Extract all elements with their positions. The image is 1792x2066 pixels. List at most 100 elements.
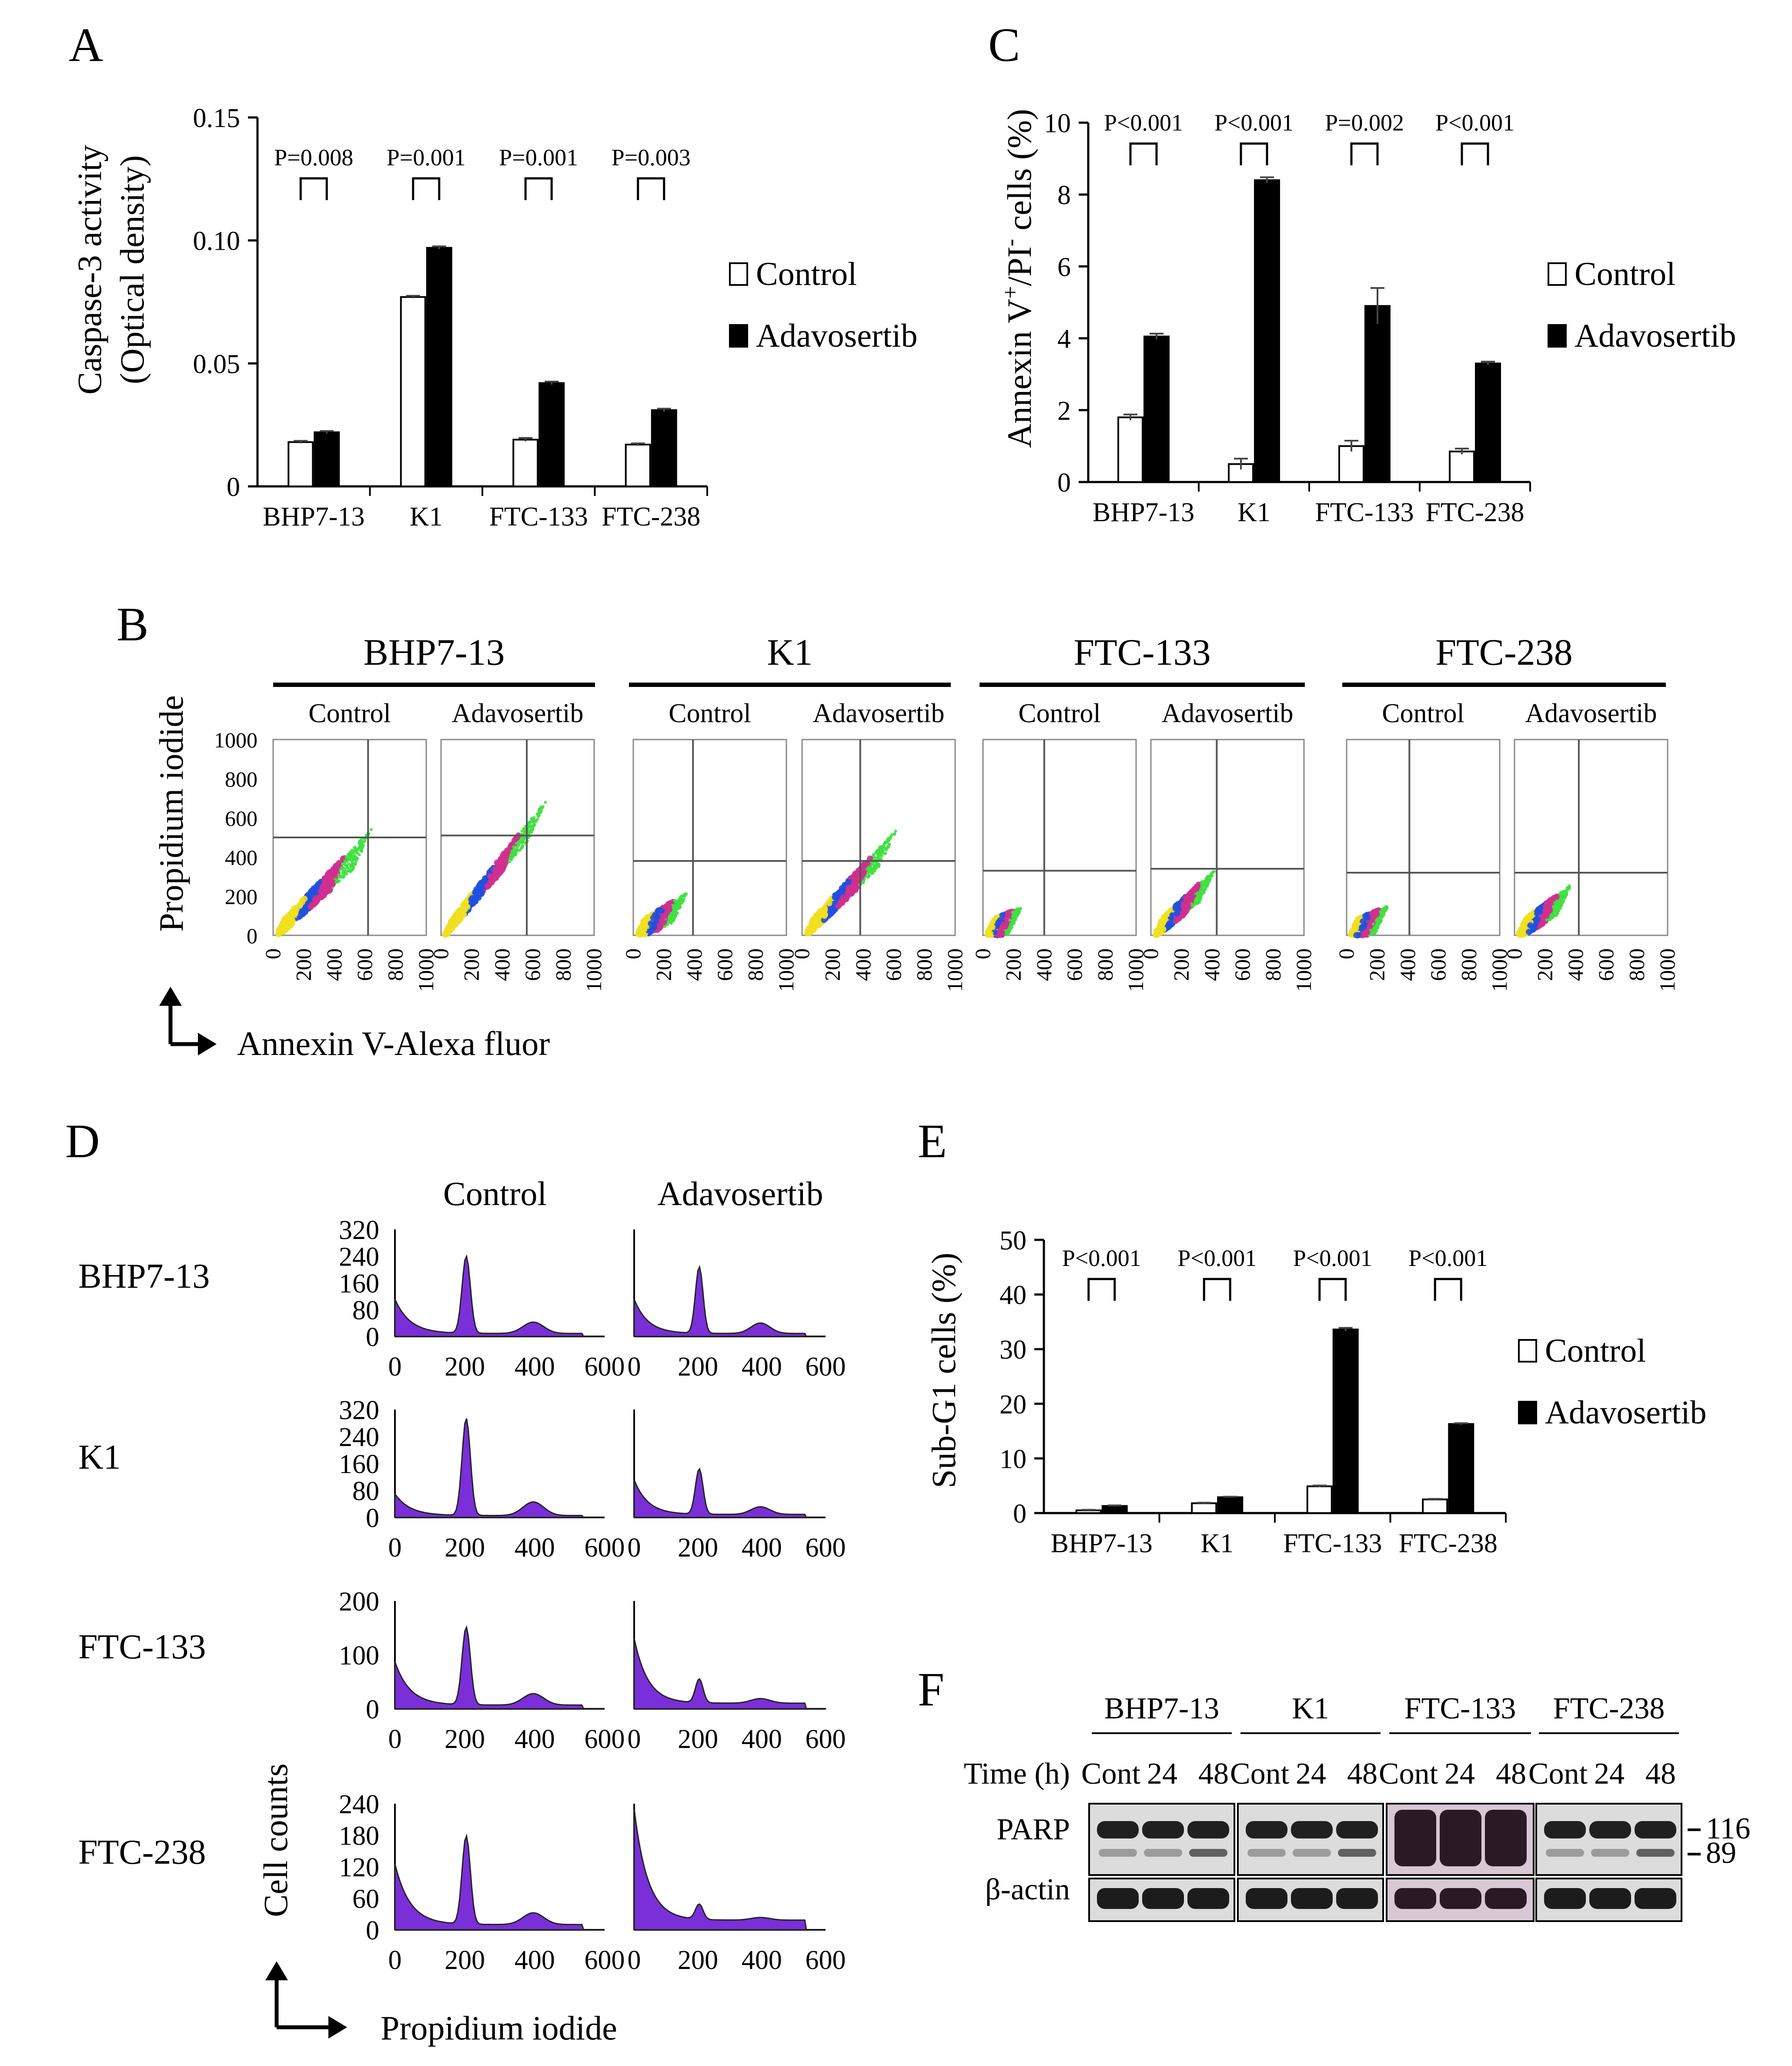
western-lane-label: 24 xyxy=(1444,1757,1475,1791)
chart-b-event-dot xyxy=(286,921,293,928)
chart-d-cell-line-label: K1 xyxy=(78,1438,121,1477)
chart-b-event-dot xyxy=(886,838,889,841)
chart-b-event-dot xyxy=(861,881,864,884)
chart-b-event-dot xyxy=(639,927,645,933)
chart-b-event-dot xyxy=(314,896,321,903)
panel-letter-b: B xyxy=(117,598,148,651)
chart-chartE-legend-swatch-control xyxy=(1518,1339,1537,1363)
chart-b-event-dot xyxy=(1559,894,1563,897)
chart-b-event-dot xyxy=(1362,913,1368,919)
chart-b-event-dot xyxy=(674,914,677,917)
chart-b-event-dot xyxy=(876,849,879,852)
chart-chartC-ytick-label: 2 xyxy=(1057,396,1071,426)
chart-b-event-dot xyxy=(876,856,880,860)
chart-b-event-dot xyxy=(1207,878,1210,882)
chart-b-plot-frame xyxy=(982,739,1137,936)
chart-b-event-dot xyxy=(538,809,542,813)
chart-chartC-bar-control xyxy=(1449,450,1475,483)
chart-b-event-dot xyxy=(532,820,535,824)
chart-c-ylabel: Annexin V+/PI- cells (%) xyxy=(998,109,1038,448)
chart-b-event-dot xyxy=(663,925,666,928)
chart-b-event-dot xyxy=(1013,915,1017,919)
chart-d-xtick-label: 400 xyxy=(515,1352,555,1382)
chart-d-xtick-label: 0 xyxy=(388,1533,402,1563)
chart-chartE-bar-control xyxy=(1422,1498,1448,1514)
western-actin-band xyxy=(1485,1888,1527,1909)
chart-chartC-pvalue: P<0.001 xyxy=(1435,110,1515,136)
chart-chartA-xtick-label: FTC-133 xyxy=(489,502,588,532)
chart-chartC-bar-adavosertib xyxy=(1475,362,1501,483)
chart-b-event-dot xyxy=(840,894,846,901)
chart-b-event-dot xyxy=(362,840,365,844)
chart-b-plot-frame xyxy=(1346,739,1501,936)
chart-chartC-bar-adavosertib xyxy=(1364,305,1391,483)
chart-d-histogram xyxy=(633,1265,826,1337)
chart-d-histogram xyxy=(394,1833,605,1931)
chart-d-xtick-label: 400 xyxy=(515,1533,555,1563)
western-parp-band-116 xyxy=(1440,1810,1481,1866)
chart-b-event-dot xyxy=(357,847,360,850)
chart-b-xtick-label: 800 xyxy=(1625,948,1649,981)
chart-b-event-dot xyxy=(308,904,314,910)
chart-chartE-bar-adavosertib xyxy=(1217,1496,1244,1514)
chart-chartC-pvalue: P<0.001 xyxy=(1214,110,1294,136)
chart-b-event-dot xyxy=(508,843,514,850)
chart-b-event-dot xyxy=(995,919,1002,926)
chart-chartA-xtick-label: BHP7-13 xyxy=(263,502,364,532)
chart-b-event-dot xyxy=(1559,891,1562,894)
chart-b-event-dot xyxy=(485,883,491,889)
chart-b-xtick-label: 600 xyxy=(1230,948,1254,981)
chart-b-ytick-label: 0 xyxy=(247,924,257,948)
chart-b-event-dot xyxy=(872,866,875,870)
chart-d-xtick-label: 200 xyxy=(445,1352,485,1382)
chart-b-event-dot xyxy=(291,911,298,918)
western-cell-line-label: FTC-238 xyxy=(1553,1692,1665,1725)
western-parp-band-116 xyxy=(1142,1821,1184,1838)
chart-b-event-dot xyxy=(881,851,885,854)
chart-chartA-ytick-label: 0.10 xyxy=(193,227,241,256)
chart-b-event-dot xyxy=(1160,926,1167,932)
chart-d-axis-arrow xyxy=(265,1961,347,2039)
chart-c-ylabel-sup2: - xyxy=(998,239,1023,246)
chart-b-event-dot xyxy=(450,916,456,922)
western-parp-band-116 xyxy=(1336,1821,1378,1838)
chart-d-xtick-label: 600 xyxy=(585,1533,625,1563)
chart-b-event-dot xyxy=(884,852,887,855)
chart-b-event-dot xyxy=(1544,904,1551,911)
western-actin-band xyxy=(1187,1888,1229,1909)
chart-d-xtick-label: 600 xyxy=(585,1724,625,1754)
chart-b-event-dot xyxy=(358,853,361,857)
chart-chartC-legend-swatch-adavosertib xyxy=(1548,324,1567,348)
chart-b-xtick-label: 1000 xyxy=(1655,948,1679,992)
chart-b-xtick-label: 0 xyxy=(970,948,995,959)
chart-b-event-dot xyxy=(1548,917,1551,921)
chart-b-event-dot xyxy=(1188,895,1195,902)
chart-e-ylabel: Sub-G1 cells (%) xyxy=(925,1252,963,1488)
chart-b-event-dot xyxy=(683,893,686,896)
chart-b-ytick-label: 1000 xyxy=(214,728,257,752)
chart-b-event-dot xyxy=(879,845,882,849)
chart-b-event-dot xyxy=(1369,928,1372,932)
chart-b-event-dot xyxy=(315,884,321,890)
western-parp-band-89 xyxy=(1338,1849,1376,1857)
chart-b-event-dot xyxy=(508,860,511,864)
chart-b-condition-label: Adavosertib xyxy=(451,699,583,728)
western-actin-band xyxy=(1589,1888,1631,1909)
chart-d-ytick-label: 100 xyxy=(339,1641,379,1671)
chart-b-event-dot xyxy=(520,829,524,833)
chart-d-ytick-label: 160 xyxy=(339,1269,379,1299)
chart-b-plot-frame xyxy=(632,739,787,936)
chart-b-event-dot xyxy=(511,849,515,853)
chart-b-event-dot xyxy=(1370,931,1373,934)
chart-b-event-dot xyxy=(678,905,682,908)
chart-d-ytick-label: 240 xyxy=(339,1242,379,1272)
western-actin-band xyxy=(1394,1888,1436,1909)
chart-d-condition-header: Control xyxy=(443,1175,547,1212)
chart-c-bar: Annexin V+/PI- cells (%) 0 2 4 6 8 10 BHP7-13 P… xyxy=(998,109,1736,527)
western-parp-box xyxy=(1237,1803,1384,1876)
chart-b-event-dot xyxy=(868,870,871,873)
chart-b-event-dot xyxy=(300,910,306,916)
chart-b-event-dot xyxy=(804,930,811,937)
western-actin-band xyxy=(1291,1888,1333,1909)
western-parp-band-89 xyxy=(1247,1849,1286,1857)
